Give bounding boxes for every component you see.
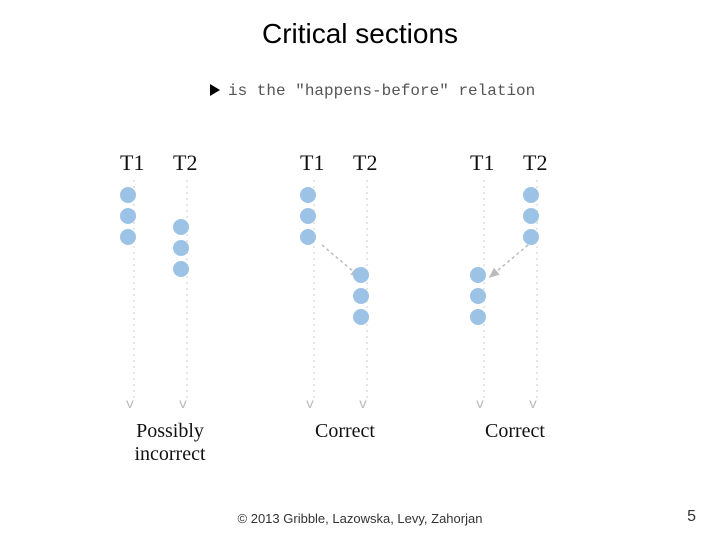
event-dot <box>523 229 539 245</box>
event-dot <box>353 288 369 304</box>
event-dot <box>523 187 539 203</box>
diagram2-t1-label: T1 <box>300 150 324 176</box>
event-dot <box>120 208 136 224</box>
event-dot <box>300 187 316 203</box>
svg-text:v: v <box>179 397 187 413</box>
diagram2-t2-label: T2 <box>353 150 377 176</box>
diagram1-t2-label: T2 <box>173 150 197 176</box>
event-dot <box>523 208 539 224</box>
relation-text: is the "happens-before" relation <box>228 82 535 100</box>
svg-text:v: v <box>126 397 134 413</box>
event-dot <box>300 229 316 245</box>
svg-text:v: v <box>306 397 314 413</box>
diagram3-t1-label: T1 <box>470 150 494 176</box>
event-dot <box>120 229 136 245</box>
svg-text:v: v <box>359 397 367 413</box>
triangle-icon <box>210 84 220 96</box>
event-dot <box>470 309 486 325</box>
copyright-footer: © 2013 Gribble, Lazowska, Levy, Zahorjan <box>0 511 720 526</box>
relation-definition: is the "happens-before" relation <box>210 82 535 100</box>
diagram1-caption: Possibly incorrect <box>100 420 240 466</box>
event-dot <box>300 208 316 224</box>
event-dot <box>353 309 369 325</box>
page-number: 5 <box>687 508 696 526</box>
event-dot <box>120 187 136 203</box>
event-dot <box>470 267 486 283</box>
svg-text:v: v <box>476 397 484 413</box>
diagram1-t1-label: T1 <box>120 150 144 176</box>
event-dot <box>173 219 189 235</box>
slide-title: Critical sections <box>0 18 720 50</box>
event-dot <box>470 288 486 304</box>
diagram3-t2-label: T2 <box>523 150 547 176</box>
svg-text:v: v <box>529 397 537 413</box>
diagram2-caption: Correct <box>300 420 390 443</box>
diagram3-caption: Correct <box>470 420 560 443</box>
event-dot <box>173 240 189 256</box>
event-dot <box>173 261 189 277</box>
event-dot <box>353 267 369 283</box>
